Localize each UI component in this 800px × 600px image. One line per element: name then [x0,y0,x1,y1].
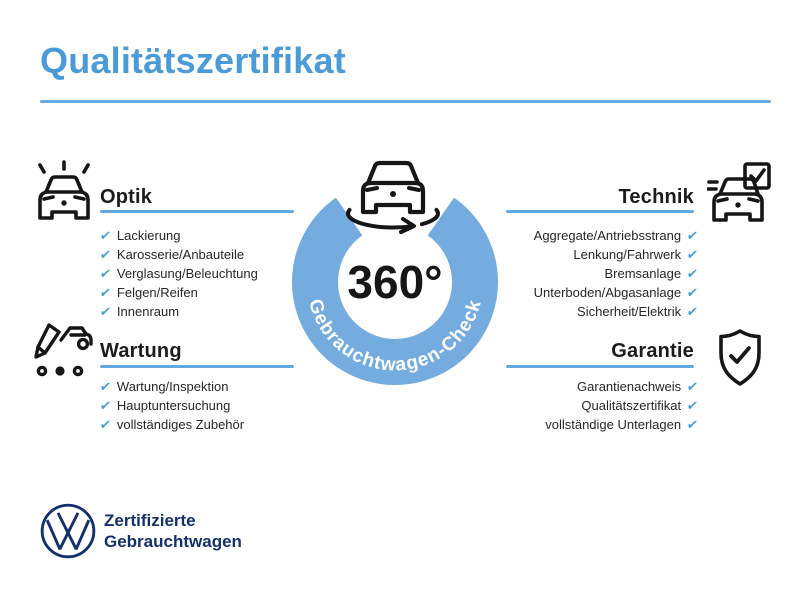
title-divider [40,100,771,103]
section-underline-optik [100,210,294,213]
check-icon: ✔ [686,266,700,281]
360-check-badge: Gebrauchtwagen-Check 360° [292,160,498,385]
section-title-optik: Optik [100,186,153,208]
section-underline-wartung [100,365,294,368]
garantie-checklist: Garantienachweis ✔ Qualitätszertifikat ✔… [398,377,700,434]
list-item: ✔ Hauptuntersuchung [98,398,231,413]
optik-checklist: ✔ Lackierung ✔ Karosserie/Anbauteile ✔ V… [98,226,258,321]
shield-check-icon [719,329,761,386]
ring-shape [292,197,498,385]
360-value: 360° [347,256,442,308]
list-item: Bremsanlage ✔ [604,266,700,281]
check-icon: ✔ [98,379,112,394]
list-item: Sicherheit/Elektrik ✔ [577,304,700,319]
check-icon: ✔ [686,285,700,300]
list-item: Lenkung/Fahrwerk ✔ [573,247,700,262]
check-icon: ✔ [686,304,700,319]
section-title-technik: Technik [618,186,694,208]
check-icon: ✔ [686,247,700,262]
check-icon: ✔ [686,379,700,394]
list-item: Qualitätszertifikat ✔ [581,398,700,413]
brand-line-2: Gebrauchtwagen [104,532,242,551]
check-icon: ✔ [686,398,700,413]
check-icon: ✔ [98,417,112,432]
check-icon: ✔ [686,417,700,432]
check-icon: ✔ [98,266,112,281]
check-icon: ✔ [98,247,112,262]
sparkling-car-icon [38,160,90,220]
brand-line-1: Zertifizierte [104,511,196,530]
check-icon: ✔ [98,304,112,319]
list-item: ✔ Wartung/Inspektion [98,379,229,394]
technik-checklist: Aggregate/Antriebsstrang ✔ Lenkung/Fahrw… [398,226,700,321]
page-title: Qualitätszertifikat [40,40,346,81]
section-title-wartung: Wartung [100,340,182,362]
list-item: ✔ Verglasung/Beleuchtung [98,266,258,281]
list-item: ✔ Lackierung [98,228,181,243]
section-title-garantie: Garantie [611,340,694,362]
check-icon: ✔ [98,285,112,300]
list-item: Aggregate/Antriebsstrang ✔ [533,228,700,243]
footer-brand: Zertifizierte Gebrauchtwagen [104,510,242,552]
wartung-checklist: ✔ Wartung/Inspektion ✔ Hauptuntersuchung… [98,377,245,434]
list-item: ✔ Karosserie/Anbauteile [98,247,245,262]
list-item: ✔ Felgen/Reifen [98,285,198,300]
check-icon: ✔ [686,228,700,243]
section-underline-technik [506,210,694,213]
check-icon: ✔ [98,398,112,413]
car-checkbox-icon [707,162,771,222]
pencil-car-icon [34,323,93,377]
list-item: Unterboden/Abgasanlage ✔ [533,285,700,300]
list-item: ✔ Innenraum [98,304,180,319]
section-underline-garantie [506,365,694,368]
check-icon: ✔ [98,228,112,243]
list-item: ✔ vollständiges Zubehör [98,417,245,432]
list-item: Garantienachweis ✔ [577,379,700,394]
rotating-car-icon [346,160,440,234]
vw-logo [40,503,96,559]
list-item: vollständige Unterlagen ✔ [545,417,700,432]
